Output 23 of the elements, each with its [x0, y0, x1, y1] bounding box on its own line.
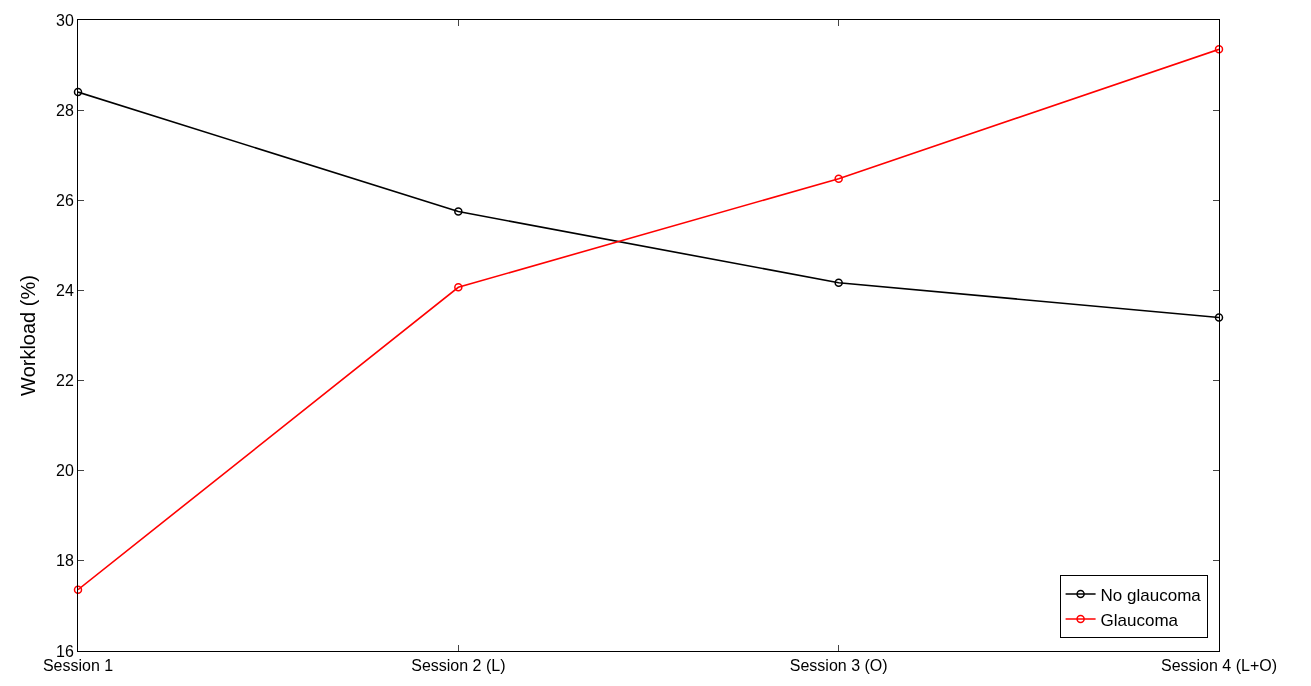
- x-tick-label: Session 2 (L): [411, 657, 506, 675]
- point: [454, 207, 463, 216]
- point: [73, 585, 83, 594]
- y-tick-label: 22: [56, 372, 74, 390]
- legend-label: No glaucoma: [1100, 585, 1202, 605]
- y-tick-label: 24: [56, 282, 74, 300]
- y-tick-label: 26: [56, 191, 74, 209]
- y-tick-label: 20: [56, 462, 74, 480]
- x-tick-label: Session 3 (O): [789, 657, 888, 675]
- point: [1214, 313, 1224, 322]
- point: [834, 278, 843, 288]
- y-tick-label: 16: [56, 642, 74, 660]
- y-tick-label: 18: [56, 552, 74, 570]
- y-tick-label: 28: [56, 101, 74, 119]
- y-tick-label: 30: [56, 11, 74, 29]
- x-tick-label: Session 4 (L+O): [1160, 657, 1278, 675]
- point: [73, 87, 83, 97]
- x-tick-label: Session 1: [42, 657, 114, 675]
- point: [1214, 45, 1224, 54]
- point: [454, 283, 463, 292]
- legend-label: Glaucoma: [1100, 610, 1179, 630]
- point: [834, 174, 843, 183]
- y-axis-title: Workload (%): [16, 275, 39, 396]
